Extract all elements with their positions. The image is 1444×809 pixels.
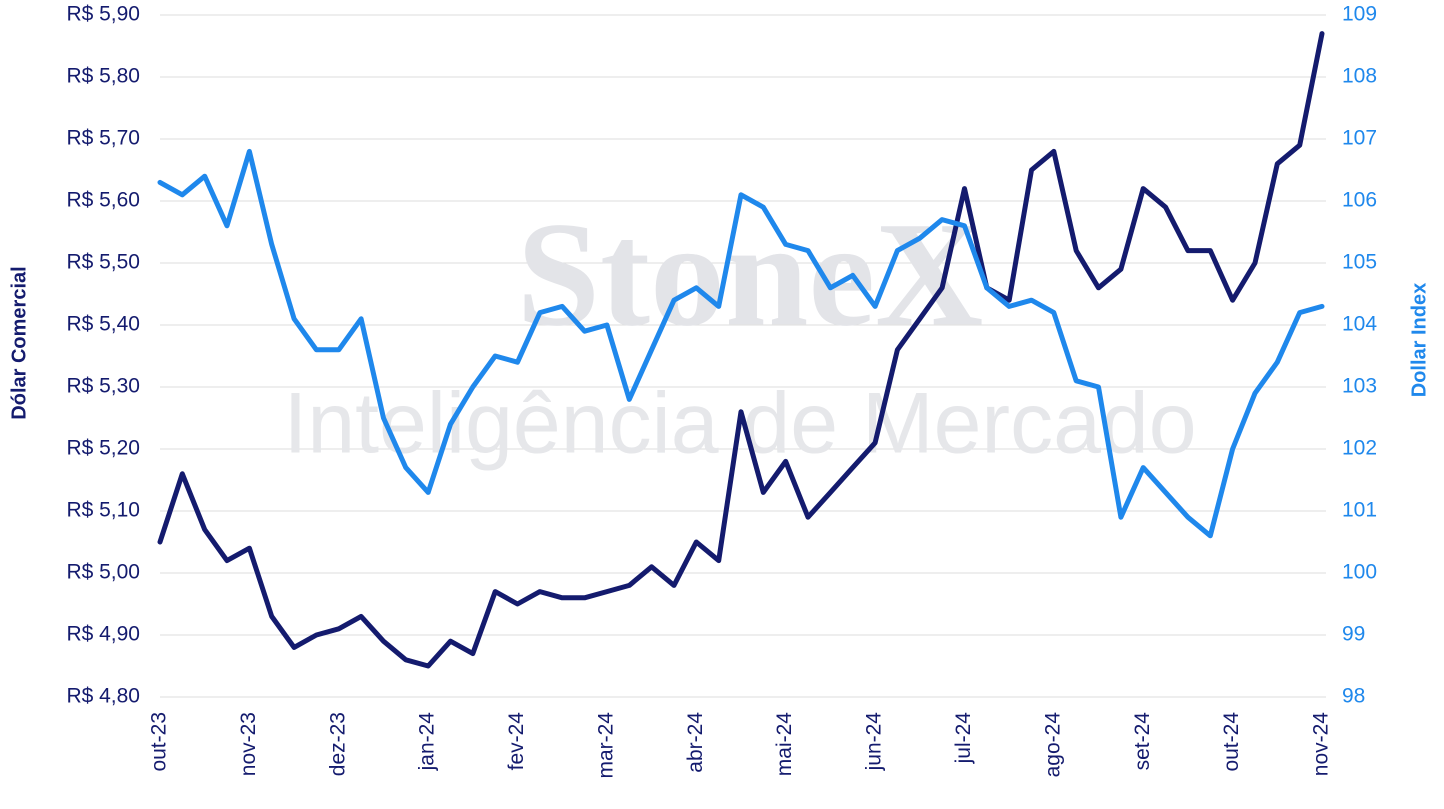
y-tick-label: R$ 5,40 <box>66 313 140 336</box>
x-tick-label: jun-24 <box>863 712 886 772</box>
x-tick-label: out-23 <box>148 712 171 772</box>
x-tick-label: mai-24 <box>773 712 796 777</box>
y2-tick-label: 107 <box>1342 127 1377 150</box>
y2-axis-label: Dollar Index <box>1408 283 1430 397</box>
y2-tick-label: 109 <box>1342 3 1377 26</box>
y-axis-label: Dólar Comercial <box>8 266 30 419</box>
x-tick-label: abr-24 <box>684 712 707 773</box>
y2-tick-label: 105 <box>1342 251 1377 274</box>
y-tick-label: R$ 5,00 <box>66 561 140 584</box>
y-tick-label: R$ 5,20 <box>66 437 140 460</box>
y2-tick-label: 102 <box>1342 437 1377 460</box>
series-line <box>157 148 1325 539</box>
x-tick-label: mar-24 <box>594 712 617 779</box>
y-tick-label: R$ 5,70 <box>66 127 140 150</box>
y-tick-label: R$ 4,80 <box>66 685 140 708</box>
x-tick-label: fev-24 <box>505 712 528 771</box>
x-tick-label: nov-24 <box>1310 712 1333 777</box>
y-tick-label: R$ 4,90 <box>66 623 140 646</box>
y-tick-label: R$ 5,80 <box>66 65 140 88</box>
x-tick-label: set-24 <box>1131 712 1154 771</box>
y-tick-label: R$ 5,10 <box>66 499 140 522</box>
y2-tick-label: 98 <box>1342 685 1365 708</box>
y2-tick-label: 100 <box>1342 561 1377 584</box>
x-tick-label: out-24 <box>1220 712 1243 772</box>
x-tick-label: nov-23 <box>237 712 260 776</box>
y2-tick-label: 106 <box>1342 189 1377 212</box>
y2-tick-label: 101 <box>1342 499 1377 522</box>
y2-tick-label: 104 <box>1342 313 1377 336</box>
y2-tick-label: 108 <box>1342 65 1377 88</box>
y-tick-label: R$ 5,90 <box>66 3 140 26</box>
y-tick-label: R$ 5,60 <box>66 189 140 212</box>
series-line <box>157 31 1325 669</box>
x-tick-label: jan-24 <box>416 712 439 772</box>
x-tick-label: ago-24 <box>1041 712 1064 778</box>
x-tick-label: jul-24 <box>952 712 975 765</box>
y-tick-label: R$ 5,50 <box>66 251 140 274</box>
y2-tick-label: 99 <box>1342 623 1365 646</box>
y2-tick-label: 103 <box>1342 375 1377 398</box>
x-tick-label: dez-23 <box>326 712 349 776</box>
y-tick-label: R$ 5,30 <box>66 375 140 398</box>
